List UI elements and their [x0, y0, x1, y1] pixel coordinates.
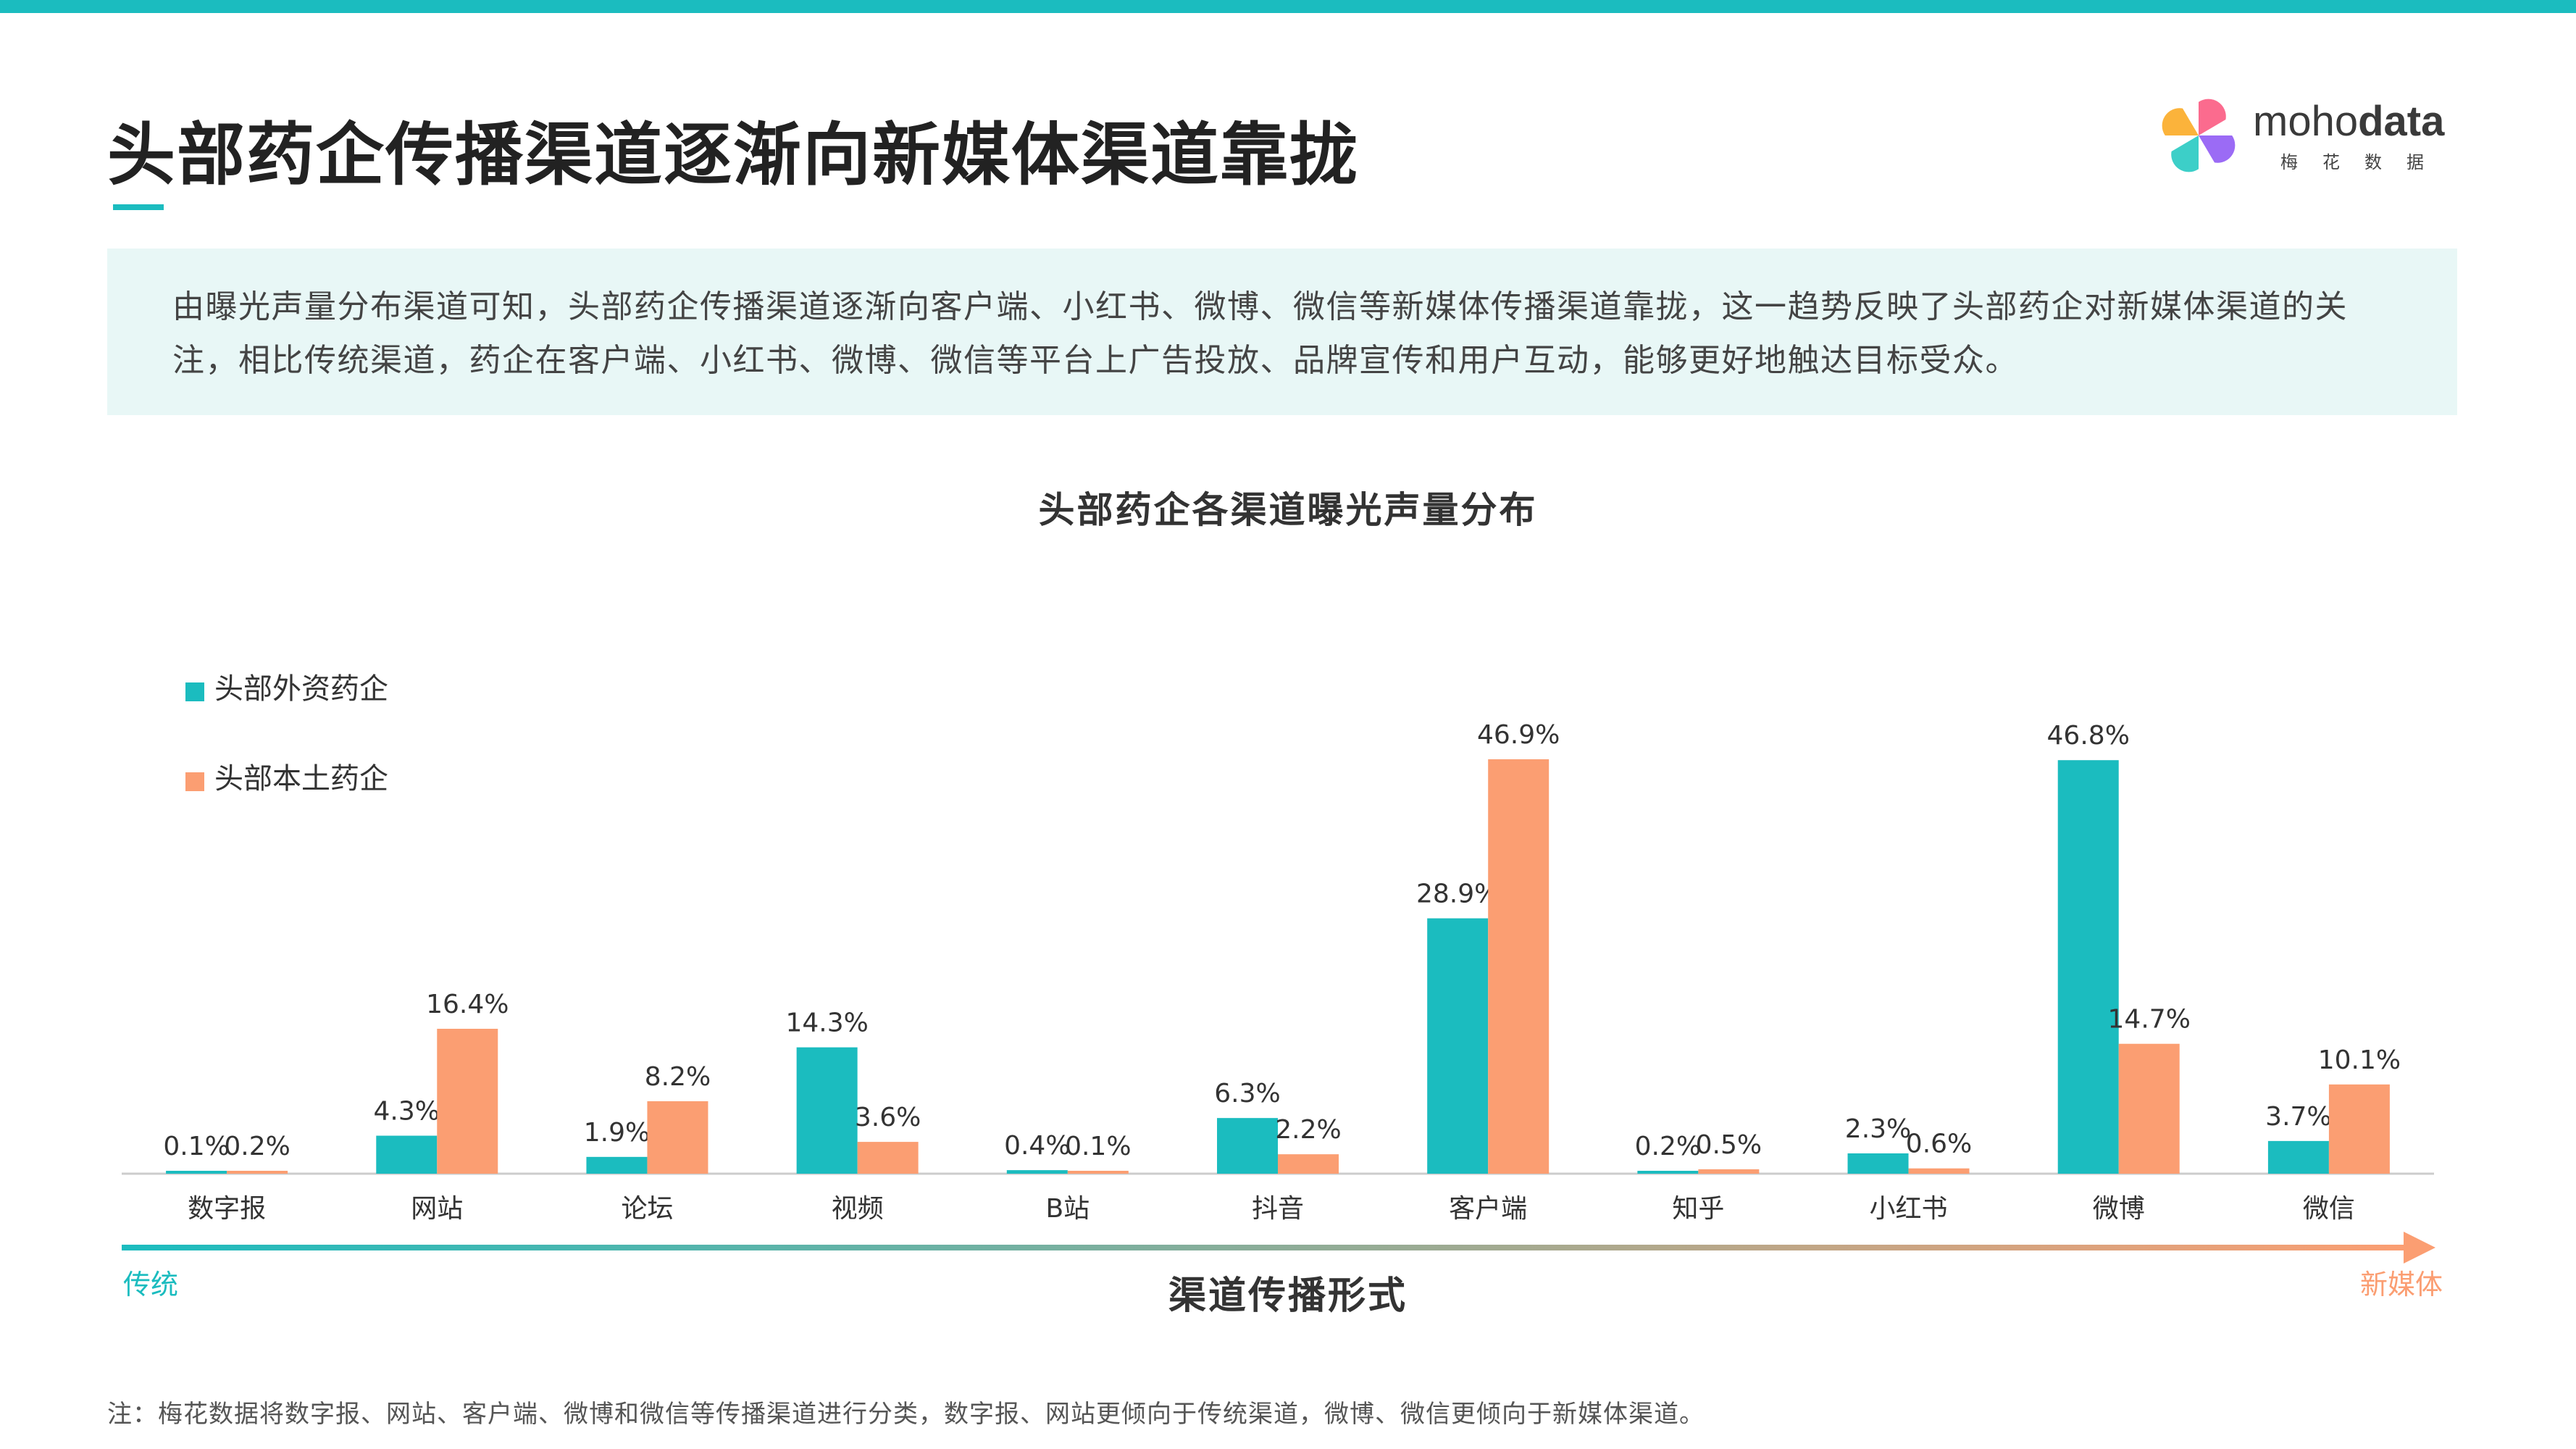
bar	[1637, 1171, 1699, 1174]
x-tick-label: 抖音	[1252, 1194, 1304, 1224]
title-underline	[113, 204, 164, 210]
summary-text: 由曝光声量分布渠道可知，头部药企传播渠道逐渐向客户端、小红书、微博、微信等新媒体…	[172, 288, 2348, 379]
bar	[2057, 760, 2119, 1174]
data-label: 10.1%	[2318, 1045, 2401, 1075]
top-accent-bar	[0, 0, 2576, 13]
x-tick-label: 论坛	[621, 1194, 673, 1224]
bar-chart: 头部外资药企头部本土药企0.1%0.2%数字报4.3%16.4%网站1.9%8.…	[122, 672, 2443, 1318]
x-tick-label: 视频	[832, 1194, 884, 1224]
x-axis-title: 渠道传播形式	[1168, 1274, 1408, 1318]
arrow-start-label: 传统	[123, 1269, 178, 1300]
data-label: 1.9%	[584, 1118, 650, 1148]
data-label: 0.4%	[1004, 1131, 1070, 1161]
legend-swatch-1	[185, 682, 204, 701]
logo-wordmark: mohodata	[2253, 97, 2444, 146]
bar	[2267, 1140, 2329, 1174]
bar	[1067, 1171, 1129, 1174]
bar	[1427, 918, 1489, 1174]
logo-subtitle: 梅花数据	[2280, 152, 2449, 172]
bar	[2118, 1043, 2180, 1174]
data-label: 16.4%	[426, 990, 509, 1019]
data-label: 46.8%	[2047, 721, 2130, 751]
summary-box: 由曝光声量分布渠道可知，头部药企传播渠道逐渐向客户端、小红书、微博、微信等新媒体…	[107, 249, 2457, 415]
data-label: 6.3%	[1214, 1079, 1280, 1108]
x-tick-label: B站	[1045, 1194, 1090, 1224]
direction-arrow-line	[122, 1245, 2404, 1250]
bar	[227, 1171, 288, 1174]
x-tick-label: 知乎	[1672, 1194, 1724, 1224]
data-label: 3.6%	[855, 1103, 921, 1132]
bar	[1278, 1154, 1339, 1174]
data-label: 3.7%	[2265, 1102, 2331, 1132]
footnote: 注：梅花数据将数字报、网站、客户端、微博和微信等传播渠道进行分类，数字报、网站更…	[107, 1400, 1705, 1429]
legend-label-1: 头部外资药企	[214, 672, 388, 706]
data-label: 14.3%	[785, 1009, 868, 1038]
x-tick-label: 数字报	[188, 1194, 266, 1224]
page-title: 头部药企传播渠道逐渐向新媒体渠道靠拢	[107, 116, 1360, 195]
bar	[1217, 1118, 1278, 1174]
data-label: 0.1%	[1065, 1132, 1131, 1161]
bar	[166, 1171, 227, 1174]
bar	[796, 1047, 858, 1174]
chart-title: 头部药企各渠道曝光声量分布	[1038, 489, 1538, 531]
data-label: 4.3%	[374, 1097, 440, 1127]
legend-label-2: 头部本土药企	[214, 762, 388, 796]
data-label: 46.9%	[1477, 720, 1560, 750]
data-label: 0.2%	[224, 1132, 290, 1161]
bar	[1488, 759, 1550, 1174]
pinwheel-logo-icon	[2162, 99, 2236, 172]
data-label: 0.1%	[163, 1132, 229, 1161]
data-label: 8.2%	[645, 1062, 711, 1092]
x-tick-label: 客户端	[1449, 1194, 1527, 1224]
x-tick-label: 微博	[2093, 1194, 2145, 1224]
data-label: 2.2%	[1275, 1115, 1341, 1145]
logo-text-bold: data	[2358, 98, 2445, 145]
bar	[437, 1028, 498, 1174]
x-tick-label: 网站	[411, 1194, 463, 1224]
x-tick-label: 小红书	[1870, 1194, 1948, 1224]
bar	[1006, 1170, 1068, 1174]
mohodata-logo: mohodata 梅花数据	[2159, 93, 2463, 180]
data-label: 28.9%	[1416, 880, 1499, 909]
data-label: 2.3%	[1845, 1114, 1911, 1144]
data-label: 14.7%	[2108, 1005, 2191, 1035]
data-label: 0.2%	[1635, 1132, 1701, 1161]
arrow-end-label: 新媒体	[2360, 1269, 2443, 1300]
data-label: 0.5%	[1696, 1130, 1762, 1160]
bar	[1908, 1168, 1970, 1174]
bar	[647, 1101, 708, 1174]
direction-arrow-head	[2404, 1232, 2435, 1264]
data-label: 0.6%	[1906, 1129, 1972, 1159]
bar	[857, 1142, 919, 1174]
bar	[1698, 1169, 1760, 1174]
bar	[376, 1135, 438, 1174]
logo-text-regular: moho	[2253, 98, 2359, 145]
x-tick-label: 微信	[2303, 1194, 2355, 1224]
bar	[586, 1156, 648, 1174]
bar	[1847, 1153, 1909, 1174]
legend-swatch-2	[185, 772, 204, 791]
bar	[2328, 1084, 2390, 1174]
